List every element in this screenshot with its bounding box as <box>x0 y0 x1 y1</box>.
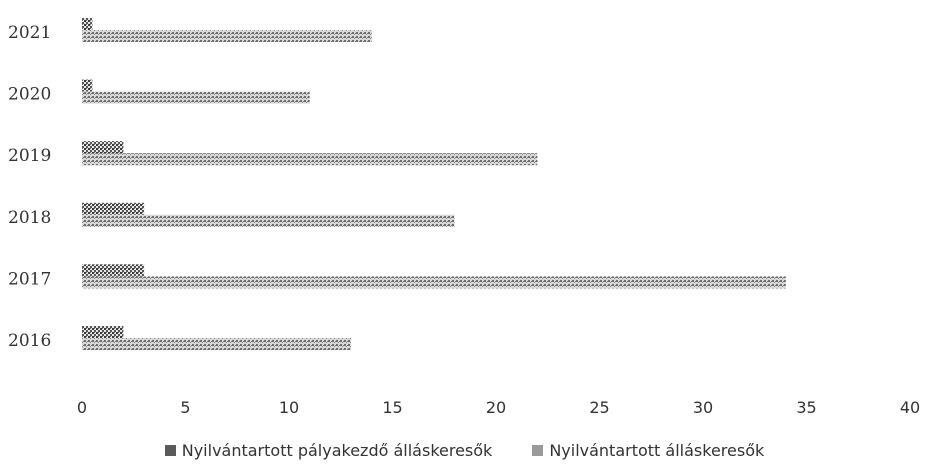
bar-palyakezdo-2020 <box>82 79 93 92</box>
chart-legend: Nyilvántartott pályakezdő álláskeresők N… <box>0 438 929 462</box>
legend-swatch-palyakezdo <box>164 444 176 456</box>
legend-label-allaskeresok: Nyilvántartott álláskeresők <box>549 440 765 460</box>
legend-swatch-allaskeresok <box>532 444 544 456</box>
x-tick-label-25: 25 <box>589 398 609 417</box>
bar-chart: 2016 2017 2018 2019 2020 2021 0 5 10 15 20 25 30 35 4… <box>8 18 920 417</box>
bar-allaskeresok-2018 <box>82 214 455 227</box>
x-tick-label-10: 10 <box>279 398 299 417</box>
bar-palyakezdo-2021 <box>82 18 93 30</box>
bar-palyakezdo-2017 <box>82 264 145 277</box>
bar-allaskeresok-2020 <box>82 91 310 104</box>
x-tick-label-0: 0 <box>77 398 87 417</box>
y-tick-label-2019: 2019 <box>8 146 51 166</box>
x-tick-label-35: 35 <box>796 398 816 417</box>
legend-item-allaskeresok: Nyilvántartott álláskeresők <box>532 438 764 462</box>
legend-label-palyakezdo: Nyilvántartott pályakezdő álláskeresők <box>181 440 493 460</box>
y-tick-label-2016: 2016 <box>8 331 51 351</box>
bar-palyakezdo-2019 <box>82 141 124 154</box>
bar-allaskeresok-2017 <box>82 276 786 289</box>
x-tick-label-30: 30 <box>693 398 713 417</box>
y-tick-label-2017: 2017 <box>8 269 51 289</box>
bar-allaskeresok-2016 <box>82 338 352 350</box>
bar-palyakezdo-2016 <box>82 326 124 338</box>
y-tick-label-2020: 2020 <box>8 85 51 105</box>
x-tick-label-15: 15 <box>382 398 402 417</box>
bar-allaskeresok-2021 <box>82 30 372 42</box>
bar-palyakezdo-2018 <box>82 202 145 215</box>
x-tick-label-5: 5 <box>180 398 190 417</box>
bar-allaskeresok-2019 <box>82 153 538 166</box>
x-tick-label-40: 40 <box>900 398 920 417</box>
y-tick-label-2021: 2021 <box>8 23 51 43</box>
x-tick-label-20: 20 <box>486 398 506 417</box>
legend-item-palyakezdo: Nyilvántartott pályakezdő álláskeresők <box>164 438 493 462</box>
y-tick-label-2018: 2018 <box>8 208 51 228</box>
